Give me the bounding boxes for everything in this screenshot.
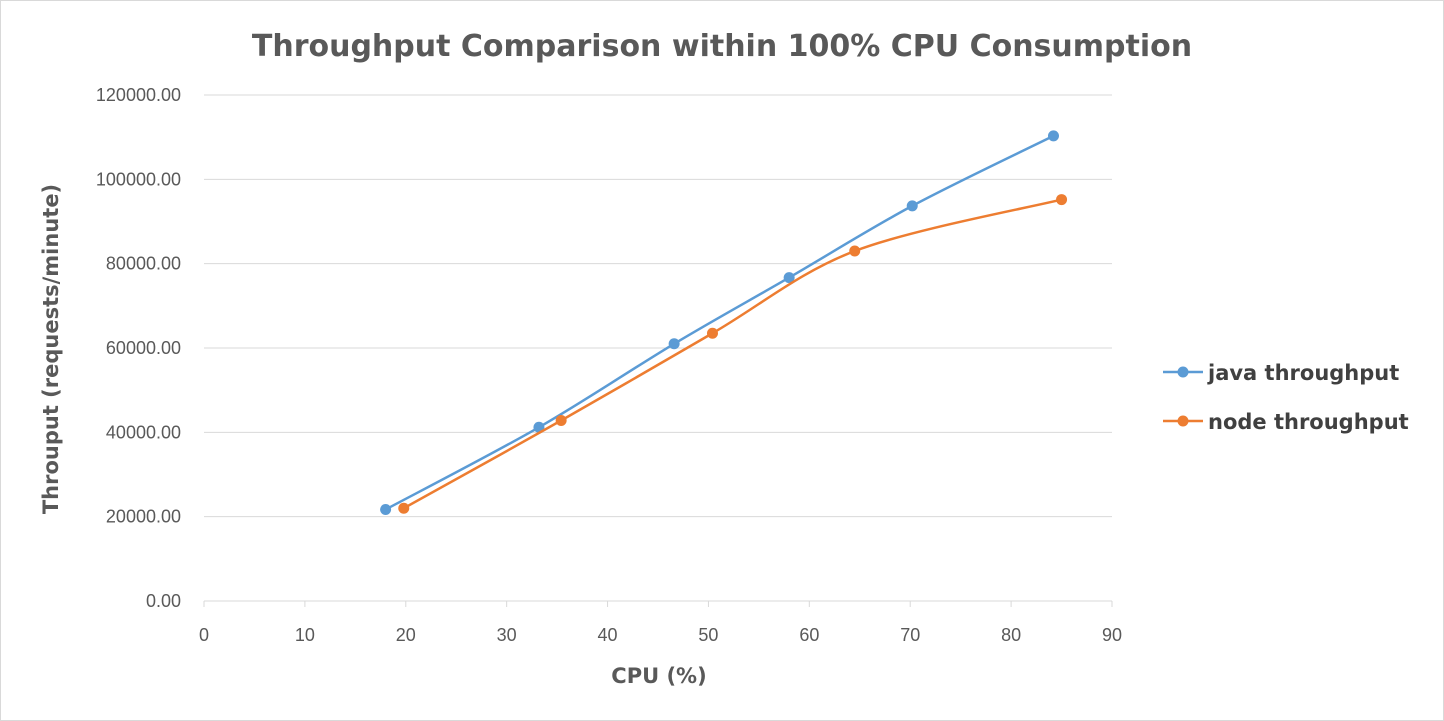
y-axis-title: Throuput (requests/minute) xyxy=(39,184,63,514)
x-tick-label: 30 xyxy=(497,625,517,645)
x-tick-labels: 0 10 20 30 40 50 60 70 80 90 xyxy=(199,625,1122,645)
data-point xyxy=(1056,194,1068,206)
y-tick-label: 20000.00 xyxy=(106,507,181,527)
data-point xyxy=(1047,130,1059,142)
x-tick-label: 20 xyxy=(396,625,416,645)
y-tick-label: 60000.00 xyxy=(106,338,181,358)
data-point xyxy=(380,503,392,515)
data-point xyxy=(398,502,410,514)
axes xyxy=(203,600,1113,607)
y-tick-label: 0.00 xyxy=(146,591,181,611)
data-point xyxy=(783,272,795,284)
x-tick-label: 80 xyxy=(1001,625,1021,645)
x-tick-label: 60 xyxy=(799,625,819,645)
chart-title: Throughput Comparison within 100% CPU Co… xyxy=(252,29,1192,64)
y-tick-label: 100000.00 xyxy=(96,169,181,189)
x-tick-label: 10 xyxy=(295,625,315,645)
series-group xyxy=(380,130,1068,515)
x-tick-label: 70 xyxy=(900,625,920,645)
x-tick-label: 40 xyxy=(598,625,618,645)
data-point xyxy=(906,200,918,212)
gridlines xyxy=(204,94,1112,518)
y-tick-labels: 0.00 20000.00 40000.00 60000.00 80000.00 1000… xyxy=(96,85,181,611)
legend-swatch-marker xyxy=(1177,366,1189,378)
data-point xyxy=(668,338,680,350)
x-tick-label: 90 xyxy=(1102,625,1122,645)
legend-entry-node-throughput: node throughput xyxy=(1163,410,1409,434)
x-tick-label: 0 xyxy=(199,625,209,645)
series-line-node-throughput xyxy=(403,198,1062,510)
series-line-java-throughput xyxy=(385,134,1055,511)
legend-entry-java-throughput: java throughput xyxy=(1163,361,1399,385)
data-point xyxy=(555,415,567,427)
data-point xyxy=(849,245,861,257)
legend: java throughput node throughput xyxy=(1163,361,1409,434)
legend-label: java throughput xyxy=(1207,361,1399,385)
series-java-throughput xyxy=(380,130,1059,515)
y-tick-label: 40000.00 xyxy=(106,422,181,442)
y-tick-label: 120000.00 xyxy=(96,85,181,105)
data-point xyxy=(706,327,718,339)
y-tick-label: 80000.00 xyxy=(106,254,181,274)
legend-swatch-marker xyxy=(1177,415,1189,427)
x-tick-label: 50 xyxy=(698,625,718,645)
legend-label: node throughput xyxy=(1208,410,1409,434)
x-axis-title: CPU (%) xyxy=(611,664,706,688)
series-node-throughput xyxy=(398,194,1068,514)
